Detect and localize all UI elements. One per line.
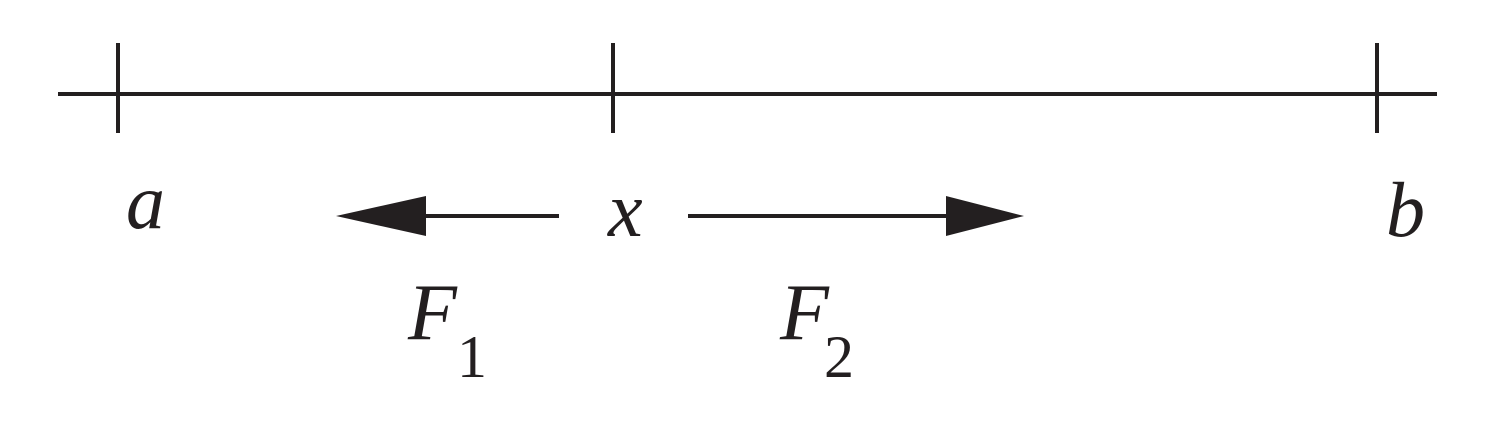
force-arrow-f1 [336,196,559,236]
force-label-f1-symbol: F [407,269,458,357]
label-a: a [126,158,165,245]
force-label-f2: F 2 [779,269,854,390]
force-arrow-f1-head [336,196,426,236]
force-label-f2-subscript: 2 [824,324,854,390]
force-arrow-f2-head [946,196,1024,236]
label-x: x [607,166,643,253]
force-label-f1-subscript: 1 [457,324,487,390]
force-arrow-f2 [688,196,1024,236]
force-label-f1: F 1 [407,269,487,390]
force-label-f2-symbol: F [779,269,830,357]
label-b: b [1386,166,1425,253]
